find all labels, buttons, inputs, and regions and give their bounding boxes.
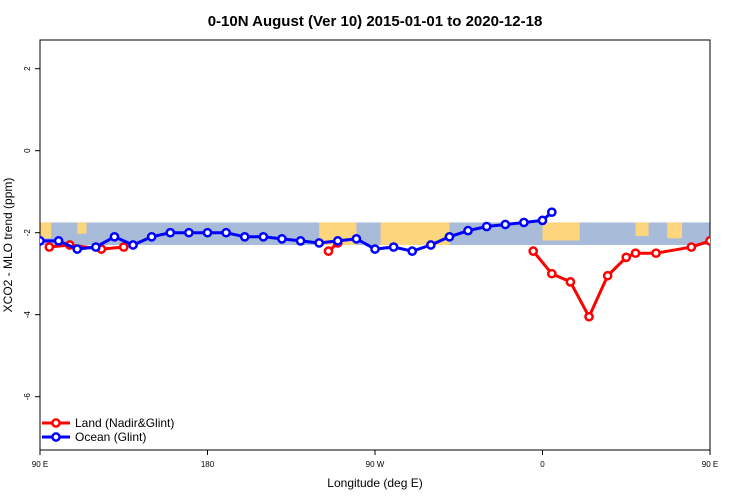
ocean-point	[277, 234, 287, 244]
land-point	[584, 311, 594, 322]
legend-item-land: Land (Nadir&Glint)	[42, 416, 174, 430]
land-point	[651, 248, 661, 259]
ocean-point	[72, 244, 83, 254]
ocean-series	[40, 207, 557, 256]
legend-marker	[51, 432, 61, 442]
map-land-area	[77, 222, 87, 234]
y-tick-label: -4	[23, 311, 32, 319]
map-land-area	[542, 222, 580, 241]
y-tick-label: 2	[23, 66, 32, 71]
y-axis-label: XCO2 - MLO trend (ppm)	[1, 178, 15, 313]
ocean-point	[519, 217, 529, 228]
land-point	[528, 246, 539, 256]
legend-item-ocean: Ocean (Glint)	[42, 430, 146, 444]
legend-label: Land (Nadir&Glint)	[75, 416, 174, 430]
x-tick-label: 90 E	[32, 460, 48, 469]
land-point	[630, 248, 641, 259]
land-point	[44, 242, 55, 252]
ocean-point	[40, 236, 45, 246]
legend: Land (Nadir&Glint)Ocean (Glint)	[42, 416, 174, 444]
x-axis: 90 E 180 90 W 0 90 E	[32, 450, 718, 469]
land-point	[602, 270, 613, 281]
ocean-point	[425, 240, 436, 250]
ocean-point	[388, 242, 399, 252]
land-point	[734, 241, 741, 248]
x-axis-label: Longitude (deg E)	[327, 476, 422, 490]
ocean-point	[146, 231, 157, 242]
ocean-point	[202, 227, 213, 238]
ocean-point	[537, 215, 548, 226]
land-point	[686, 242, 697, 252]
legend-marker	[51, 418, 61, 428]
ocean-point	[351, 234, 362, 244]
chart-title: 0-10N August (Ver 10) 2015-01-01 to 2020…	[208, 13, 543, 30]
map-land-area	[341, 240, 357, 245]
land-point	[323, 246, 334, 256]
ocean-point	[109, 231, 120, 242]
ocean-point	[332, 236, 343, 246]
ocean-point	[314, 238, 325, 248]
ocean-point	[370, 244, 380, 254]
map-land-area	[40, 222, 52, 239]
ocean-point	[407, 246, 418, 256]
ocean-point	[500, 219, 511, 230]
land-point	[705, 236, 710, 246]
ocean-point	[165, 227, 176, 238]
legend-label: Ocean (Glint)	[75, 430, 146, 444]
ocean-point	[90, 242, 101, 252]
y-axis: 2 0 -2 -4 -6	[23, 66, 40, 400]
map-land-area	[667, 222, 683, 239]
ocean-point	[53, 236, 64, 246]
ocean-point	[463, 225, 473, 236]
land-point	[565, 277, 576, 287]
ocean-point	[295, 236, 306, 246]
x-tick-label: 0	[540, 460, 545, 469]
y-tick-label: -2	[23, 229, 32, 237]
ocean-point	[184, 227, 194, 238]
x-tick-label: 180	[201, 460, 215, 469]
y-tick-label: -6	[23, 393, 32, 401]
ocean-point	[481, 221, 492, 232]
ocean-point	[546, 207, 557, 218]
series-layer	[40, 207, 741, 322]
ocean-point	[444, 231, 455, 242]
ocean-point	[221, 227, 231, 238]
ocean-point	[239, 231, 250, 242]
x-tick-label: 90 W	[366, 460, 385, 469]
land-point	[546, 268, 557, 279]
land-point	[621, 252, 632, 263]
ocean-point	[258, 231, 269, 242]
land-point	[118, 242, 129, 252]
ocean-point	[128, 240, 138, 250]
map-land-area	[635, 222, 649, 236]
y-tick-label: 0	[23, 148, 32, 153]
x-tick-label: 90 E	[702, 460, 718, 469]
